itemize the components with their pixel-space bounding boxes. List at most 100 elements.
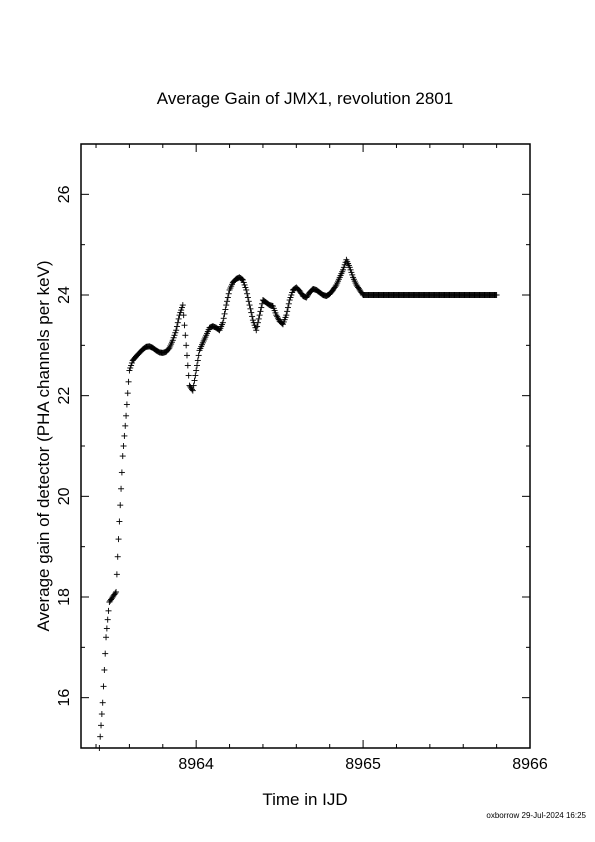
data-point — [251, 322, 258, 329]
plot-frame — [80, 143, 531, 749]
data-point — [219, 319, 226, 326]
data-point — [273, 312, 280, 319]
data-point — [118, 485, 125, 492]
data-point — [195, 352, 202, 359]
data-point — [125, 378, 132, 385]
data-point — [170, 334, 177, 341]
chart-title: Average Gain of JMX1, revolution 2801 — [157, 89, 453, 108]
data-point — [249, 313, 256, 320]
data-point — [332, 283, 339, 290]
data-point — [224, 294, 231, 301]
data-point — [254, 323, 261, 330]
data-point — [221, 310, 228, 317]
data-point — [258, 304, 265, 311]
y-tick-label: 22 — [56, 387, 73, 405]
data-point — [256, 312, 263, 319]
x-axis-label: Time in IJD — [262, 790, 347, 809]
data-point — [191, 377, 198, 384]
data-point — [239, 276, 246, 283]
data-point — [98, 711, 105, 718]
data-point — [341, 261, 348, 268]
data-point — [114, 553, 121, 560]
data-point — [284, 304, 291, 311]
y-tick-label: 18 — [56, 588, 73, 606]
data-point — [242, 284, 249, 291]
data-point — [289, 289, 296, 296]
data-point — [173, 327, 180, 334]
data-point — [223, 302, 230, 309]
data-point — [189, 387, 196, 394]
footer-credit: oxborrow 29-Jul-2024 16:25 — [486, 811, 586, 820]
data-point — [112, 590, 119, 597]
data-point — [120, 443, 127, 449]
data-point — [119, 453, 126, 460]
data-point — [115, 536, 122, 543]
data-point — [126, 367, 133, 374]
data-point — [128, 359, 135, 366]
data-point — [169, 337, 176, 344]
data-point — [117, 502, 124, 509]
data-point — [348, 269, 355, 276]
data-points — [96, 256, 500, 751]
data-point — [175, 315, 182, 322]
data-point — [113, 588, 120, 595]
data-point — [193, 367, 200, 374]
data-point — [96, 745, 103, 751]
data-point — [284, 308, 291, 315]
data-point — [101, 666, 108, 673]
data-point — [180, 312, 187, 319]
data-point — [222, 306, 229, 313]
data-point — [255, 315, 262, 322]
data-point — [274, 315, 281, 322]
data-point — [124, 390, 131, 397]
x-tick-label: 8966 — [512, 756, 548, 773]
data-point — [346, 264, 353, 271]
data-point — [243, 286, 250, 293]
data-point — [102, 650, 109, 657]
data-point — [188, 386, 195, 393]
data-point — [123, 401, 130, 408]
data-point — [104, 616, 111, 623]
data-point — [121, 432, 128, 439]
data-point — [240, 279, 247, 286]
data-point — [127, 364, 134, 371]
data-point — [285, 300, 292, 307]
data-point — [116, 518, 123, 525]
data-point — [287, 294, 294, 301]
data-point — [113, 571, 120, 578]
data-point — [274, 313, 281, 320]
data-point — [246, 302, 253, 309]
y-axis-label: Average gain of detector (PHA channels p… — [34, 260, 53, 631]
data-point — [103, 625, 110, 632]
data-point — [99, 699, 106, 706]
data-point — [174, 319, 181, 326]
data-point — [288, 292, 295, 298]
data-point — [181, 322, 188, 329]
data-point — [173, 323, 180, 330]
data-point — [183, 342, 190, 349]
data-point — [194, 357, 201, 364]
data-point — [249, 317, 256, 324]
data-point — [257, 308, 264, 315]
data-point — [248, 309, 255, 316]
data-point — [259, 300, 266, 307]
x-tick-label: 8964 — [178, 756, 214, 773]
data-point — [123, 412, 130, 419]
y-axis-ticks: 16 18 20 22 24 26 — [56, 143, 530, 749]
data-point — [220, 315, 227, 322]
data-point — [286, 297, 293, 304]
data-point — [178, 307, 185, 314]
data-point — [172, 329, 179, 336]
data-point — [98, 722, 105, 729]
y-tick-label: 26 — [56, 185, 73, 203]
data-point — [192, 372, 199, 379]
y-tick-label: 20 — [56, 487, 73, 505]
x-tick-label: 8965 — [345, 756, 381, 773]
data-point — [122, 422, 129, 429]
data-point — [179, 302, 186, 309]
data-point — [245, 298, 252, 305]
data-point — [178, 304, 185, 311]
data-point — [182, 332, 189, 339]
data-point — [253, 327, 260, 334]
